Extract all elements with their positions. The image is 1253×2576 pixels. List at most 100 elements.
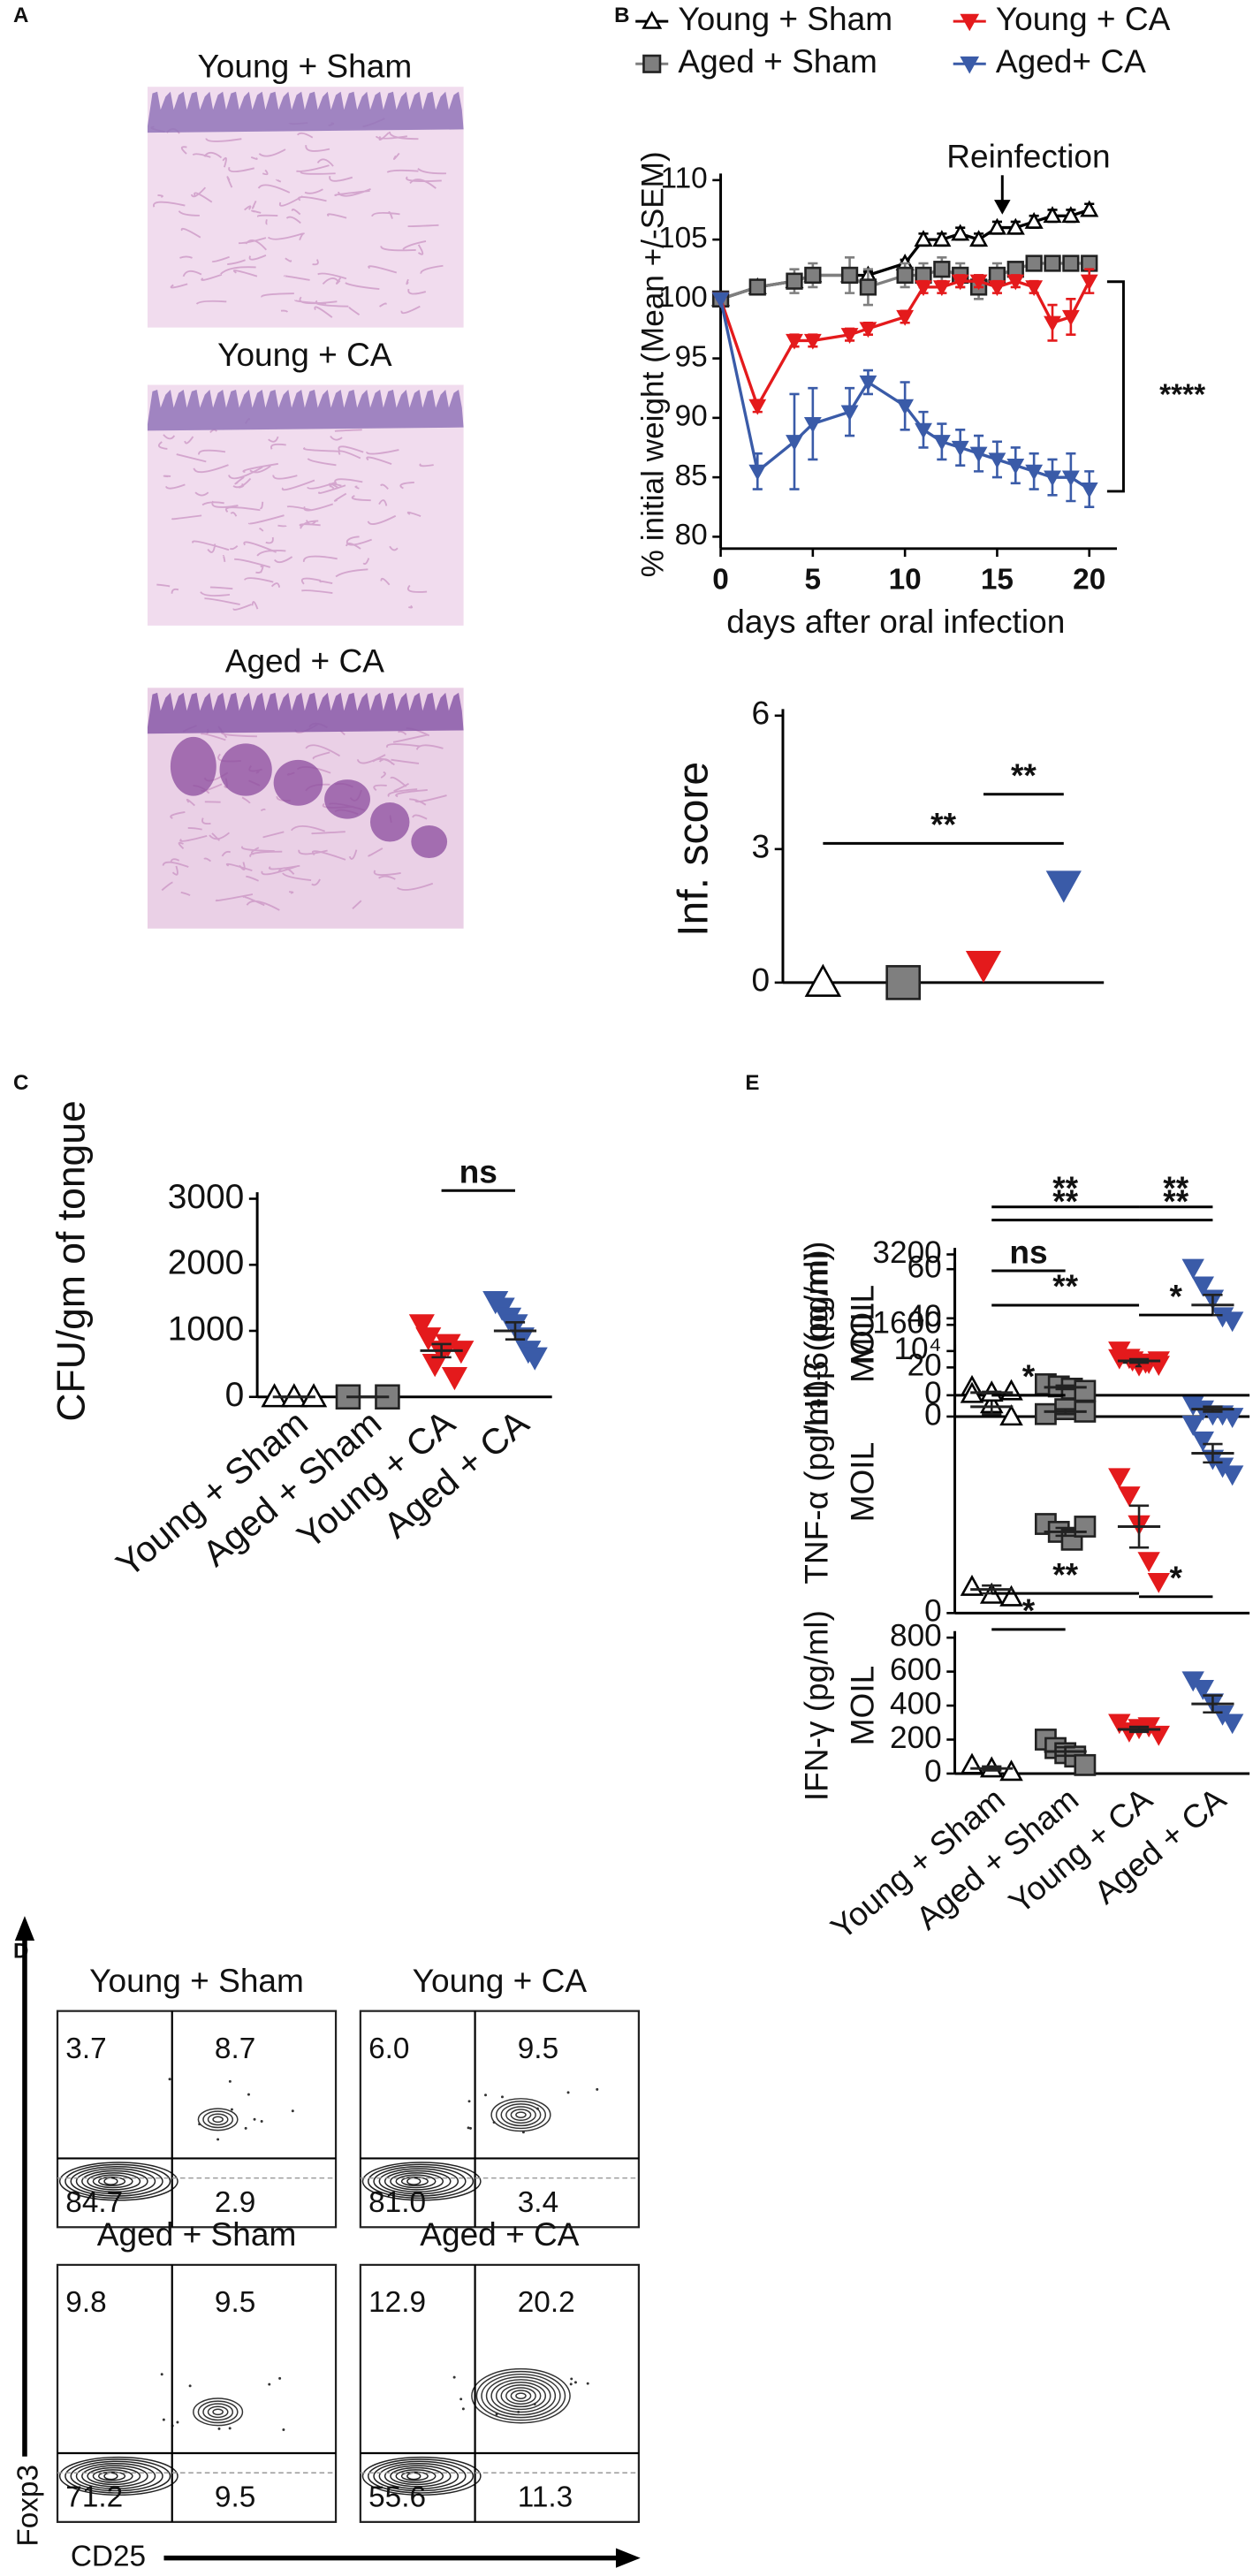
marker xyxy=(859,375,877,391)
axis-arrowhead xyxy=(14,1916,35,1941)
contour xyxy=(212,2116,224,2124)
contour xyxy=(202,2403,234,2421)
sem-bar xyxy=(1055,1408,1075,1416)
marker xyxy=(1044,255,1061,272)
event-dot xyxy=(278,2376,282,2380)
event-dot xyxy=(198,2123,201,2126)
y-axis-label: IL-6 (pg/ml) xyxy=(798,1241,835,1408)
quadrant-value: 3.7 xyxy=(65,2033,106,2065)
contour xyxy=(390,2172,444,2191)
marker xyxy=(987,217,1006,235)
x-tick-label: 20 xyxy=(1073,564,1105,597)
marker xyxy=(1061,206,1081,224)
marker xyxy=(1045,870,1082,903)
flow-title: Aged + Sham xyxy=(97,2215,297,2253)
y-tick-label: 0 xyxy=(752,961,771,999)
y-tick-label: 90 xyxy=(675,400,708,433)
x-axis-label: days after oral infection xyxy=(726,603,1065,640)
quadrant-value: 55.6 xyxy=(368,2481,426,2514)
marker xyxy=(965,950,1002,984)
contour xyxy=(515,2392,527,2399)
marker xyxy=(1044,315,1061,332)
significance-label: ** xyxy=(1163,1182,1188,1220)
marker xyxy=(932,280,951,297)
contour xyxy=(378,2462,459,2489)
contour xyxy=(97,2176,126,2186)
annotation-arrowhead xyxy=(994,200,1011,215)
contour xyxy=(373,2460,467,2492)
event-dot xyxy=(517,2410,520,2413)
event-dot xyxy=(452,2375,456,2379)
marker xyxy=(1034,1402,1057,1425)
y-tick-label: 1000 xyxy=(168,1310,245,1348)
y-tick-label: 3200 xyxy=(872,1235,941,1270)
y-tick-label: 0 xyxy=(225,1376,245,1414)
marker xyxy=(804,266,822,285)
quadrant-value: 9.8 xyxy=(65,2286,106,2319)
event-dot xyxy=(168,2078,171,2081)
marker xyxy=(1025,464,1044,481)
contour xyxy=(65,2163,171,2200)
contour xyxy=(70,2460,163,2492)
marker xyxy=(1074,1379,1097,1402)
marker xyxy=(642,11,663,29)
marker xyxy=(748,464,767,481)
quadrant-value: 9.5 xyxy=(518,2033,558,2065)
event-dot xyxy=(260,2120,263,2123)
contour xyxy=(81,2465,148,2488)
y-tick-label: 10⁴ xyxy=(893,1332,941,1366)
marker xyxy=(1025,255,1043,272)
marker xyxy=(786,333,803,350)
quadrant-value: 8.7 xyxy=(215,2033,255,2065)
quadrant-value: 9.5 xyxy=(215,2286,255,2319)
sem-bar xyxy=(1055,1745,1075,1758)
significance-label: * xyxy=(1022,1357,1036,1394)
marker xyxy=(1061,470,1080,487)
marker xyxy=(914,230,933,247)
significance-label: ns xyxy=(1009,1233,1047,1270)
y-tick-label: 0 xyxy=(924,1376,942,1410)
marker xyxy=(840,328,859,344)
flow-x-label: CD25 xyxy=(71,2540,146,2572)
quadrant-value: 81.0 xyxy=(368,2186,426,2219)
contour xyxy=(92,2469,133,2483)
flow-y-label: Foxp3 xyxy=(11,2465,44,2547)
event-dot xyxy=(230,2108,233,2111)
event-dot xyxy=(586,2382,589,2385)
panel-label: B xyxy=(614,4,629,27)
significance-label: ** xyxy=(1052,1267,1078,1304)
y-axis-label: Inf. score xyxy=(669,762,717,937)
marker xyxy=(642,54,662,73)
marker xyxy=(1108,1468,1131,1489)
contour xyxy=(70,2166,163,2197)
contour xyxy=(505,2387,536,2405)
marker xyxy=(885,965,922,1000)
marker xyxy=(960,1574,984,1596)
event-dot xyxy=(484,2093,487,2097)
event-dot xyxy=(216,2138,220,2141)
marker xyxy=(1220,1714,1244,1735)
quadrant-value: 2.9 xyxy=(215,2186,255,2219)
marker xyxy=(896,399,915,415)
x-tick-label: 0 xyxy=(712,564,729,597)
marker xyxy=(803,416,822,433)
significance-label: * xyxy=(1170,1559,1183,1596)
marker xyxy=(415,1327,442,1351)
significance-label: ** xyxy=(1011,756,1037,794)
contour xyxy=(58,2162,178,2201)
infiltrate xyxy=(411,824,448,859)
marker xyxy=(748,278,766,296)
event-dot xyxy=(160,2373,163,2376)
marker xyxy=(1006,459,1025,475)
sem-bar xyxy=(1128,1725,1150,1734)
flow-title: Aged + CA xyxy=(420,2215,579,2253)
x-tick-label: 10 xyxy=(889,564,922,597)
significance-label: * xyxy=(1022,1592,1036,1629)
contour xyxy=(490,2098,551,2132)
contour xyxy=(515,2111,527,2118)
contour xyxy=(495,2382,547,2411)
marker xyxy=(840,266,859,285)
contour xyxy=(395,2174,437,2189)
panel-label: A xyxy=(13,4,28,27)
